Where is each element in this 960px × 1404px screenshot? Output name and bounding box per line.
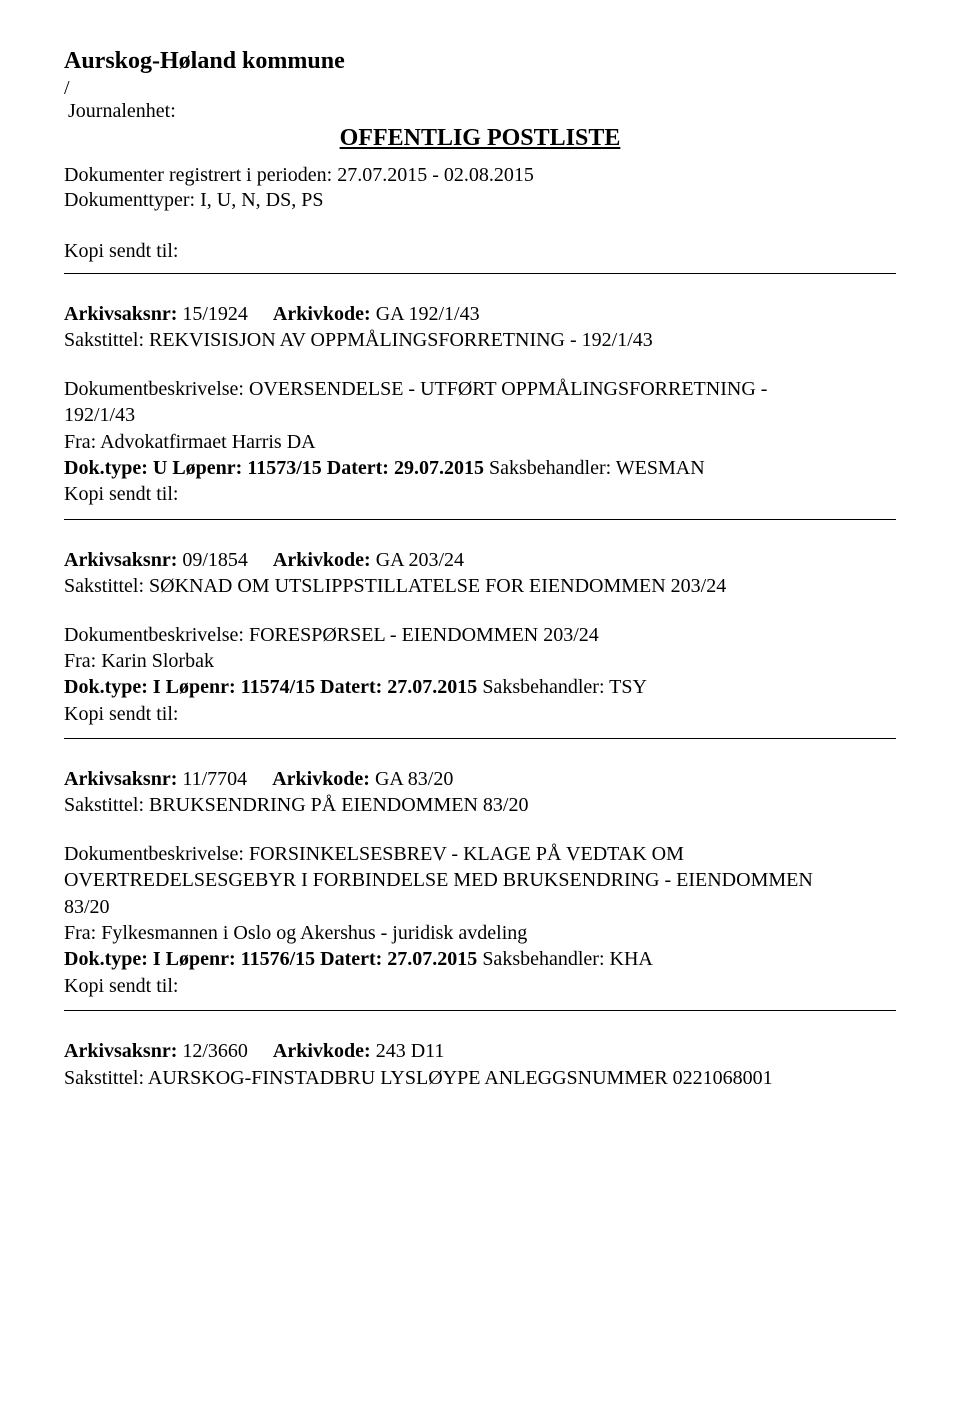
blank-line xyxy=(64,355,896,377)
fra-line: Fra: Karin Slorbak xyxy=(64,649,896,673)
dokbesk-line1: Dokumentbeskrivelse: FORSINKELSESBREV - … xyxy=(64,842,896,866)
kopi-sendt: Kopi sendt til: xyxy=(64,702,896,726)
arkivkode-label: Arkivkode: xyxy=(273,303,376,325)
dokbesk-line2: 192/1/43 xyxy=(64,403,896,427)
arkivsaksnr-label: Arkivsaksnr: xyxy=(64,303,182,325)
kopi-sendt: Kopi sendt til: xyxy=(64,974,896,998)
gap xyxy=(64,1000,896,1010)
kopi-sendt-top: Kopi sendt til: xyxy=(64,240,896,263)
doktype-bold: Dok.type: U Løpenr: 11573/15 Datert: 29.… xyxy=(64,457,489,479)
gap xyxy=(64,728,896,738)
arkivsaksnr-label: Arkivsaksnr: xyxy=(64,549,182,571)
saksbehandler: Saksbehandler: WESMAN xyxy=(489,457,705,479)
doktype-line: Dok.type: U Løpenr: 11573/15 Datert: 29.… xyxy=(64,456,896,480)
dokbesk-line2: OVERTREDELSESGEBYR I FORBINDELSE MED BRU… xyxy=(64,868,896,892)
arkivsaksnr-label: Arkivsaksnr: xyxy=(64,1040,182,1062)
doktype-bold: Dok.type: I Løpenr: 11574/15 Datert: 27.… xyxy=(64,676,482,698)
separator xyxy=(64,1010,896,1011)
journal-entry: Arkivsaksnr: 11/7704 Arkivkode: GA 83/20… xyxy=(64,767,896,998)
sakstittel: Sakstittel: SØKNAD OM UTSLIPPSTILLATELSE… xyxy=(64,574,896,598)
doktype-bold: Dok.type: I Løpenr: 11576/15 Datert: 27.… xyxy=(64,948,482,970)
arkiv-line: Arkivsaksnr: 09/1854 Arkivkode: GA 203/2… xyxy=(64,548,896,572)
arkiv-line: Arkivsaksnr: 11/7704 Arkivkode: GA 83/20 xyxy=(64,767,896,791)
document-types: Dokumenttyper: I, U, N, DS, PS xyxy=(64,189,896,212)
arkivsaksnr-value: 11/7704 xyxy=(182,768,247,790)
offentlig-heading: OFFENTLIG POSTLISTE xyxy=(64,125,896,152)
sakstittel: Sakstittel: REKVISISJON AV OPPMÅLINGSFOR… xyxy=(64,328,896,352)
slash-line: / xyxy=(64,77,896,99)
arkivkode-value: GA 83/20 xyxy=(375,768,453,790)
arkivkode-value: GA 192/1/43 xyxy=(376,303,480,325)
journal-label: Journalenhet: xyxy=(64,99,896,123)
arkivsaksnr-value: 15/1924 xyxy=(182,303,248,325)
saksbehandler: Saksbehandler: KHA xyxy=(482,948,653,970)
dokbesk-line3: 83/20 xyxy=(64,895,896,919)
sakstittel: Sakstittel: AURSKOG-FINSTADBRU LYSLØYPE … xyxy=(64,1066,896,1090)
journal-entry: Arkivsaksnr: 09/1854 Arkivkode: GA 203/2… xyxy=(64,548,896,726)
fra-line: Fra: Fylkesmannen i Oslo og Akershus - j… xyxy=(64,921,896,945)
journal-entry: Arkivsaksnr: 12/3660 Arkivkode: 243 D11 … xyxy=(64,1039,896,1090)
separator xyxy=(64,519,896,520)
separator xyxy=(64,273,896,274)
arkivsaksnr-label: Arkivsaksnr: xyxy=(64,768,182,790)
arkivkode-value: GA 203/24 xyxy=(376,549,464,571)
arkivkode-label: Arkivkode: xyxy=(273,549,376,571)
arkivkode-label: Arkivkode: xyxy=(272,768,375,790)
journal-entry: Arkivsaksnr: 15/1924 Arkivkode: GA 192/1… xyxy=(64,302,896,507)
gap xyxy=(64,509,896,519)
arkivsaksnr-value: 09/1854 xyxy=(182,549,248,571)
separator xyxy=(64,738,896,739)
kommune-title: Aurskog-Høland kommune xyxy=(64,48,896,75)
doktype-line: Dok.type: I Løpenr: 11574/15 Datert: 27.… xyxy=(64,675,896,699)
blank-line xyxy=(64,601,896,623)
doktype-line: Dok.type: I Løpenr: 11576/15 Datert: 27.… xyxy=(64,947,896,971)
arkiv-line: Arkivsaksnr: 12/3660 Arkivkode: 243 D11 xyxy=(64,1039,896,1063)
blank-line xyxy=(64,820,896,842)
fra-line: Fra: Advokatfirmaet Harris DA xyxy=(64,430,896,454)
sakstittel: Sakstittel: BRUKSENDRING PÅ EIENDOMMEN 8… xyxy=(64,793,896,817)
arkiv-line: Arkivsaksnr: 15/1924 Arkivkode: GA 192/1… xyxy=(64,302,896,326)
kopi-sendt: Kopi sendt til: xyxy=(64,482,896,506)
dokbesk-line1: Dokumentbeskrivelse: OVERSENDELSE - UTFØ… xyxy=(64,377,896,401)
dokbesk-line1: Dokumentbeskrivelse: FORESPØRSEL - EIEND… xyxy=(64,623,896,647)
arkivkode-value: 243 D11 xyxy=(376,1040,445,1062)
arkivkode-label: Arkivkode: xyxy=(273,1040,376,1062)
registered-period: Dokumenter registrert i perioden: 27.07.… xyxy=(64,164,896,187)
saksbehandler: Saksbehandler: TSY xyxy=(482,676,647,698)
arkivsaksnr-value: 12/3660 xyxy=(182,1040,248,1062)
document-page: Aurskog-Høland kommune / Journalenhet: O… xyxy=(0,0,960,1140)
